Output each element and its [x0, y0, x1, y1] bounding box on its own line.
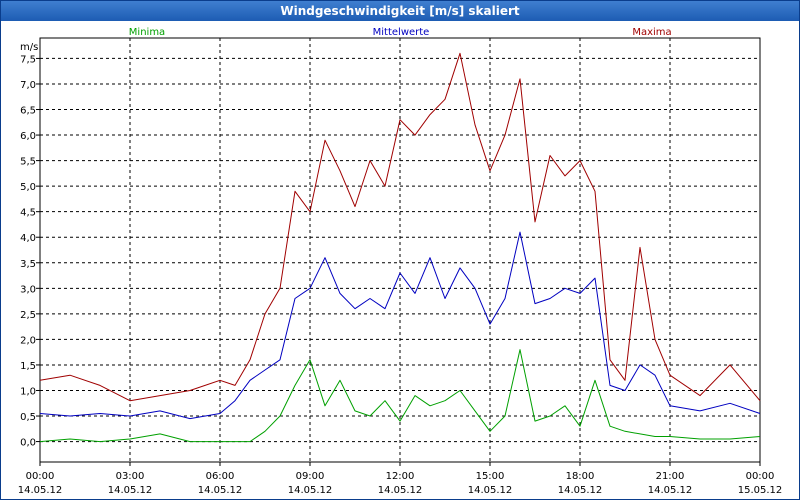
x-tick-time: 15:00 [476, 471, 505, 482]
legend-maxima: Maxima [632, 27, 671, 38]
grid [40, 38, 760, 462]
y-tick-label: 6,0 [20, 131, 36, 142]
window-title: Windgeschwindigkeit [m/s] skaliert [1, 1, 799, 21]
x-tick-date: 14.05.12 [288, 485, 333, 496]
x-tick-date: 15.05.12 [738, 485, 783, 496]
y-tick-label: 4,0 [20, 233, 36, 244]
x-tick-time: 09:00 [296, 471, 325, 482]
y-tick-label: 4,5 [20, 208, 36, 219]
y-tick-label: 6,5 [20, 106, 36, 117]
mittelwerte-line [39, 231, 761, 420]
y-tick-label: 2,0 [20, 335, 36, 346]
x-tick-date: 14.05.12 [108, 485, 153, 496]
x-tick-date: 14.05.12 [558, 485, 603, 496]
y-tick-label: 2,5 [20, 310, 36, 321]
x-tick-date: 14.05.12 [378, 485, 423, 496]
y-axis-ticks: 0,0 0,5 1,0 1,5 2,0 2,5 3,0 3,5 4,0 4,5 5,0 5,5 6,0 6… [20, 54, 40, 449]
y-tick-label: 7,0 [20, 80, 36, 91]
series-lines [39, 52, 761, 443]
x-tick-time: 18:00 [566, 471, 595, 482]
y-tick-label: 0,5 [20, 412, 36, 423]
x-tick-date: 14.05.12 [468, 485, 513, 496]
x-axis-ticks: 00:00 14.05.12 03:00 14.05.12 06:00 14.05.12 0… [18, 462, 783, 496]
minima-line [39, 349, 761, 443]
x-tick-time: 12:00 [386, 471, 415, 482]
y-tick-label: 7,5 [20, 54, 36, 65]
y-tick-label: 3,0 [20, 284, 36, 295]
y-tick-label: 5,0 [20, 182, 36, 193]
y-tick-label: 1,0 [20, 386, 36, 397]
x-tick-date: 14.05.12 [18, 485, 63, 496]
y-tick-label: 3,5 [20, 259, 36, 270]
x-tick-date: 14.05.12 [198, 485, 243, 496]
y-tick-label: 1,5 [20, 361, 36, 372]
x-tick-time: 21:00 [656, 471, 685, 482]
y-tick-label: 0,0 [20, 438, 36, 449]
x-tick-time: 00:00 [746, 471, 775, 482]
legend-mittelwerte: Mittelwerte [373, 27, 430, 38]
maxima-line [39, 52, 761, 402]
y-tick-label: 5,5 [20, 157, 36, 168]
legend-minima: Minima [129, 27, 165, 38]
x-tick-time: 03:00 [116, 471, 145, 482]
x-tick-time: 06:00 [206, 471, 235, 482]
x-tick-date: 14.05.12 [648, 485, 693, 496]
y-axis-label: m/s [20, 42, 38, 53]
x-tick-time: 00:00 [26, 471, 55, 482]
